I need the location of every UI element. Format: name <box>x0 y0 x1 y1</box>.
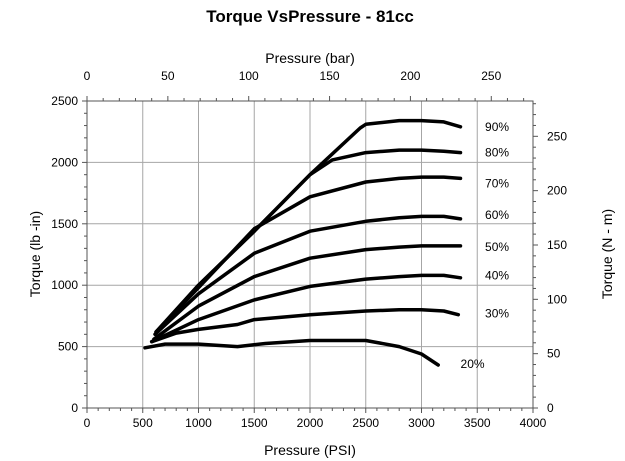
series-label-70pct: 70% <box>485 176 509 190</box>
series-label-30pct: 30% <box>485 306 509 320</box>
series-label-90pct: 90% <box>485 120 509 134</box>
left-axis-title: Torque (lb -in) <box>27 211 43 297</box>
bottom-tick-label: 500 <box>133 416 153 430</box>
bottom-tick-label: 0 <box>84 416 91 430</box>
series-line-70pct <box>154 175 463 334</box>
left-tick-label: 2000 <box>51 155 78 169</box>
left-tick-label: 0 <box>71 401 78 415</box>
left-tick-label: 500 <box>58 340 78 354</box>
top-tick-label: 250 <box>481 69 501 83</box>
series-label-20pct: 20% <box>461 357 485 371</box>
series-label-80pct: 80% <box>485 146 509 160</box>
right-tick-label: 150 <box>547 238 567 252</box>
bottom-axis-title: Pressure (PSI) <box>264 442 356 458</box>
series-label-50pct: 50% <box>485 240 509 254</box>
bottom-tick-label: 1000 <box>185 416 212 430</box>
bottom-tick-label: 2500 <box>352 416 379 430</box>
right-tick-label: 50 <box>547 347 561 361</box>
bottom-tick-label: 1500 <box>241 416 268 430</box>
series-line-50pct <box>152 244 463 341</box>
series-label-40pct: 40% <box>485 268 509 282</box>
top-tick-label: 100 <box>239 69 259 83</box>
series-line-30pct <box>149 308 461 344</box>
top-tick-label: 50 <box>161 69 175 83</box>
right-axis-title: Torque (N - m) <box>599 209 615 299</box>
left-tick-label: 1000 <box>51 278 78 292</box>
top-tick-label: 200 <box>400 69 420 83</box>
series-labels: 90% 80% 70% 60% 50% 40% 30% 20% <box>461 120 510 371</box>
left-tick-label: 1500 <box>51 217 78 231</box>
right-tick-label: 200 <box>547 184 567 198</box>
chart-title: Torque VsPressure - 81cc <box>206 7 414 26</box>
left-tick-label: 2500 <box>51 94 78 108</box>
series-line-60pct <box>153 214 463 337</box>
series-label-60pct: 60% <box>485 208 509 222</box>
right-tick-label: 100 <box>547 292 567 306</box>
right-tick-label: 250 <box>547 129 567 143</box>
series-line-40pct <box>149 273 463 344</box>
series-lines <box>143 118 463 367</box>
series-line-90pct <box>154 118 463 334</box>
series-line-20pct <box>143 338 440 367</box>
bottom-tick-label: 3500 <box>464 416 491 430</box>
bottom-tick-label: 2000 <box>297 416 324 430</box>
right-tick-label: 0 <box>547 401 554 415</box>
top-axis-title: Pressure (bar) <box>265 50 354 66</box>
plot-frame <box>82 96 538 413</box>
bottom-tick-label: 4000 <box>520 416 547 430</box>
top-tick-label: 150 <box>320 69 340 83</box>
tick-labels: 0 500 1000 1500 2000 2500 3000 3500 400005001000… <box>51 69 567 430</box>
top-tick-label: 0 <box>84 69 91 83</box>
bottom-tick-label: 3000 <box>408 416 435 430</box>
